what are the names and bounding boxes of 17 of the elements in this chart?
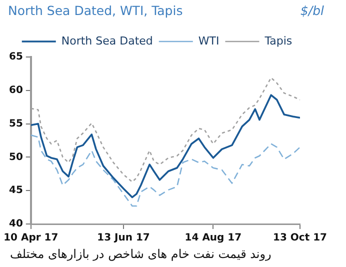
y-tick-label: 45 [8,185,23,196]
y-tick-label: 65 [8,52,23,63]
legend-label: North Sea Dated [61,34,153,48]
text: روند قیمت نفت خام های شاخص در بازارهای مختلف [10,247,272,261]
x-tick-label: 10 Apr 17 [4,232,58,244]
legend-label: Tapis [264,34,292,48]
y-tick-label: 50 [8,152,23,163]
y-axis-title: $/bl [300,3,324,18]
y-tick-label: 40 [8,218,23,230]
x-tick-label: 14 Aug 17 [184,232,242,244]
line-series [30,134,300,207]
y-tick-label: 60 [8,84,23,96]
legend-label: WTI [198,34,220,48]
y-tick-label: 55 [8,118,23,130]
x-tick-label: 13 Jun 17 [97,232,150,244]
chart-title: North Sea Dated, WTI, Tapis [8,3,183,18]
x-tick-label: 13 Oct 17 [272,232,328,244]
